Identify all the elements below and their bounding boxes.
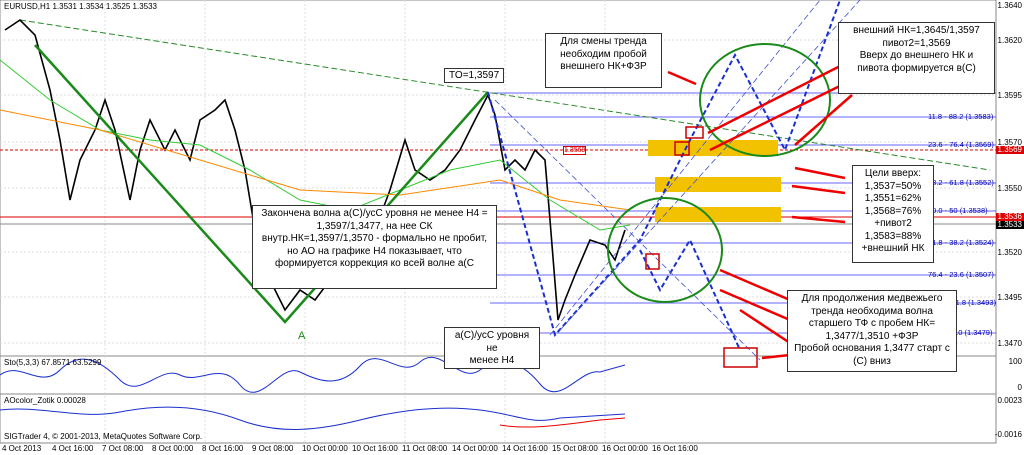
- time-label: 9 Oct 08:00: [252, 444, 294, 453]
- target-zones: [648, 140, 781, 222]
- price-label: 1.3520: [997, 248, 1022, 257]
- annotation-line: внутр.НК=1,3597/1,3570 - формально не пр…: [261, 233, 488, 244]
- annotation: Для смены тренда необходим пробой внешнего…: [545, 33, 662, 88]
- annotation-line: внешнего НК+ФЗР: [560, 61, 647, 72]
- circle: [607, 197, 723, 303]
- time-label: 10 Oct 16:00: [352, 444, 398, 453]
- pivot-marker: [996, 146, 1024, 154]
- annotation-line: Вверх до внешнего НК и: [859, 50, 974, 61]
- highlight-boxes: [645, 126, 758, 368]
- pivot-price: 1.3569: [997, 145, 1022, 154]
- annotation: внешний НК=1,3645/1,3597 пивот2=1,3569 Вве…: [838, 22, 995, 94]
- price-label: 1.3640: [997, 1, 1022, 10]
- annotation-line: Для смены тренда: [560, 36, 647, 47]
- symbol-header: EURUSD,H1 1.3531 1.3534 1.3525 1.3533: [4, 2, 157, 11]
- red-marker: [996, 213, 1024, 221]
- copyright: SIGTrader 4, © 2001-2013, MetaQuotes Sof…: [4, 432, 203, 441]
- time-label: 8 Oct 00:00: [152, 444, 194, 453]
- ao-axis: 0.0023: [997, 396, 1022, 405]
- annotation-line: внешний НК=1,3645/1,3597: [853, 25, 980, 36]
- time-label: 14 Oct 16:00: [502, 444, 548, 453]
- ao-label: AOcolor_Zotik 0.00028: [4, 396, 86, 405]
- price-label: 1.3620: [997, 36, 1022, 45]
- fib-level: 23.6 - 76.4 (1.3569): [928, 140, 994, 149]
- line-label: 1.3569: [563, 146, 587, 155]
- wave-label: A: [298, 330, 306, 342]
- fib-level: 11.8 (1.3493): [952, 298, 997, 307]
- annotation-line: но АО на графике Н4 показывает, что: [287, 245, 462, 257]
- annotation-line: тренда необходима волна: [811, 305, 933, 317]
- annotation: а(С)/усС уровня не менее Н4: [444, 327, 540, 369]
- arrows: [667, 58, 853, 360]
- annotation-line: (С) вниз: [853, 355, 891, 367]
- current-price: 1.3533: [997, 220, 1022, 229]
- annotation-line: необходим пробой: [560, 48, 647, 60]
- annotation-line: +пивот2: [874, 218, 912, 229]
- annotation-line: менее Н4: [469, 355, 515, 366]
- sto-axis: 100: [1008, 357, 1022, 366]
- sto-axis: 0: [1017, 383, 1022, 392]
- price-label: 1.3570: [997, 138, 1022, 147]
- channel: [494, 0, 861, 361]
- ao-axis: -0.0016: [994, 430, 1022, 439]
- projection: [487, 0, 841, 351]
- sto-label: Sto(5,3,3) 67.8571 63.5299: [4, 358, 102, 367]
- trend-line: [19, 19, 991, 171]
- annotation-line: +внешний НК: [861, 243, 925, 254]
- annotation-line: а(С)/усС уровня не: [454, 330, 530, 354]
- annotation-line: 1,3551=62%: [864, 193, 922, 204]
- time-label: 10 Oct 00:00: [302, 444, 348, 453]
- ao-line: [0, 406, 626, 430]
- price-label: 1.3550: [997, 184, 1022, 193]
- annotation-line: 1,3583=88%: [864, 230, 922, 242]
- annotation-line: 1,3568=76%: [864, 205, 922, 217]
- price-label: 1.3495: [997, 293, 1022, 302]
- annotation: Для продолжения медвежьего тренда необход…: [787, 290, 957, 372]
- annotation-line: 1,3537=50%: [864, 180, 922, 192]
- time-label: 14 Oct 00:00: [452, 444, 498, 453]
- annotation: Цели вверх: 1,3537=50% 1,3551=62% 1,3568=76…: [852, 165, 934, 263]
- time-label: 16 Oct 16:00: [652, 444, 698, 453]
- time-label: 11 Oct 08:00: [402, 444, 448, 453]
- annotation-line: старшего ТФ с пробем НК=: [808, 318, 936, 329]
- time-label: 16 Oct 00:00: [602, 444, 648, 453]
- price-label: 1.3595: [997, 91, 1022, 100]
- fib-level: 11.8 - 88.2 (1.3583): [928, 112, 994, 121]
- annotation-line: пивот2=1,3569: [882, 37, 951, 49]
- annotation-line: пивота формируется в(С): [857, 62, 976, 74]
- top-label: TO=1,3597: [444, 68, 505, 83]
- ao-signal: [499, 417, 626, 428]
- annotation-line: 1,3597/1,3477, на нее СК: [316, 220, 433, 232]
- annotation-line: Цели вверх:: [864, 168, 922, 179]
- fib-level: 61.8 - 38.2 (1.3524): [928, 238, 994, 247]
- circle: [699, 43, 831, 157]
- fib-level: 0.0 (1.3479): [952, 328, 993, 337]
- wave-zigzag: [34, 44, 489, 324]
- annotation-line: Для продолжения медвежьего: [801, 293, 943, 304]
- time-label: 8 Oct 16:00: [202, 444, 244, 453]
- price-trace: [4, 18, 626, 321]
- annotation-line: 1,3477/1,3510 +ФЗР: [825, 330, 919, 342]
- fib-level: 76.4 - 23.6 (1.3507): [928, 270, 994, 279]
- annotation-line: формируется коррекция ко всей волне а(С: [275, 258, 474, 269]
- annotation-line: Пробой основания 1,3477 старт с: [794, 343, 950, 354]
- bid-marker: [996, 221, 1024, 229]
- time-label: 4 Oct 2013: [2, 444, 42, 453]
- red-price: 1.3536: [997, 212, 1022, 221]
- time-label: 7 Oct 08:00: [102, 444, 144, 453]
- fib-level: 50.0 - 50 (1.3538): [928, 206, 988, 215]
- annotation-line: Закончена волна а(С)/усС уровня не менее…: [261, 208, 488, 219]
- time-label: 4 Oct 16:00: [52, 444, 94, 453]
- price-label: 1.3470: [997, 339, 1022, 348]
- annotation: Закончена волна а(С)/усС уровня не менее…: [252, 205, 497, 289]
- time-label: 15 Oct 08:00: [552, 444, 598, 453]
- fib-level: 38.2 - 61.8 (1.3552): [928, 178, 994, 187]
